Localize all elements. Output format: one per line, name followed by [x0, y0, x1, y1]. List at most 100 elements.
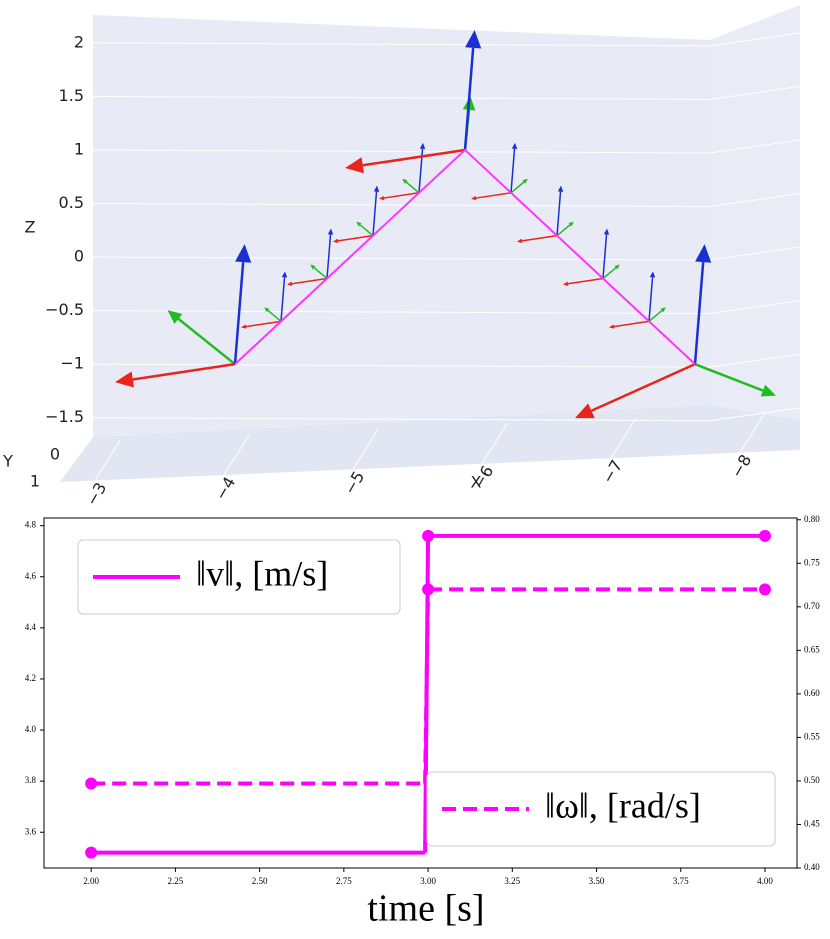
frame-arrowhead — [373, 185, 380, 192]
frame-arrowhead — [356, 221, 362, 227]
frame-arrowhead — [287, 281, 293, 286]
frame-axis — [556, 224, 571, 237]
plot-3d: Z Y X 21.510.50−0.5−1−1.5−3 −4 −5 −6 −7 −801 — [2, 5, 801, 509]
x-tick-label: −3 — [82, 479, 110, 509]
y2-tick-label: 0.55 — [804, 731, 820, 741]
frame-axis — [362, 148, 466, 167]
back-pane — [93, 15, 710, 437]
grid-line — [352, 429, 379, 470]
frame-arrowhead — [327, 228, 334, 235]
frame-axis — [556, 191, 562, 236]
frame-axis — [132, 362, 236, 381]
x-axis-label: X — [471, 473, 482, 492]
frame-arrowhead — [241, 324, 247, 329]
grid-line — [739, 412, 766, 453]
y-tick-label: 4.4 — [25, 622, 37, 632]
frame-axis — [602, 234, 608, 279]
frame-axis — [291, 277, 328, 285]
frame-axis — [372, 191, 378, 236]
frame-arrowhead — [333, 238, 339, 244]
frame-axis — [383, 192, 420, 199]
frame-arrowhead — [575, 403, 595, 419]
x-tick-label: 3.00 — [420, 876, 436, 886]
x-axis-label: time [s] — [367, 888, 484, 930]
z-tick-label: 2 — [74, 32, 84, 51]
frame-axis — [567, 277, 604, 285]
x-tick-label: 3.50 — [589, 876, 605, 886]
grid-line — [92, 32, 801, 47]
frame-axis — [510, 181, 525, 194]
grid-line — [610, 417, 637, 459]
frame-arrowhead — [603, 228, 610, 235]
grid-line — [92, 300, 801, 315]
y2-tick-label: 0.45 — [804, 819, 820, 829]
x-tick-label: 3.75 — [673, 876, 689, 886]
frame-arrowhead — [471, 195, 477, 201]
z-tick-label: −0.5 — [45, 300, 84, 319]
z-tick-label: −1 — [60, 354, 84, 373]
frame-axis — [337, 234, 374, 242]
frame-arrowhead — [609, 324, 615, 329]
frame-arrowhead — [465, 29, 482, 49]
frame-arrowhead — [660, 307, 666, 313]
y-tick-label: 3.8 — [25, 775, 37, 785]
grid-line — [94, 440, 121, 481]
frame-axis — [521, 234, 558, 242]
frame-arrowhead — [235, 244, 252, 263]
x-tick-label: −8 — [727, 451, 755, 481]
y-tick-label: 0 — [50, 445, 60, 464]
frame-axis — [693, 262, 705, 365]
trajectory — [234, 148, 696, 365]
y-tick-label: 4.6 — [25, 571, 37, 581]
frame-arrowhead — [568, 221, 574, 227]
grid-line — [481, 423, 508, 465]
y2-tick-label: 0.50 — [804, 775, 820, 785]
frame-axis — [463, 47, 475, 151]
y-axis-label: Y — [2, 452, 13, 471]
frame-axis — [245, 320, 282, 328]
frame-arrowhead — [115, 371, 135, 388]
frame-axis — [510, 148, 516, 193]
z-tick-label: 0.5 — [59, 193, 84, 212]
frame-axis — [602, 267, 617, 280]
frame-axis — [590, 363, 696, 412]
x-tick-label: 4.00 — [757, 876, 773, 886]
frame-axis — [475, 192, 512, 199]
z-tick-label: 1 — [74, 139, 84, 158]
frame-arrowhead — [281, 271, 288, 278]
frame-axis — [313, 267, 328, 280]
grid-line — [92, 193, 801, 208]
x-tick-label: −7 — [598, 457, 626, 487]
grid-line — [92, 85, 801, 100]
y2-tick-label: 0.80 — [804, 514, 820, 524]
frame-axis — [613, 320, 650, 328]
frame-axis — [280, 277, 286, 322]
frame-arrowhead — [167, 310, 183, 324]
side-pane — [710, 5, 800, 420]
frame-axis — [648, 277, 654, 322]
y2-tick-label: 0.75 — [804, 557, 820, 567]
z-tick-label: 1.5 — [59, 86, 84, 105]
frame-axis — [233, 262, 245, 365]
x-tick-label: −5 — [340, 468, 368, 498]
grid-line — [92, 353, 801, 368]
frame-arrowhead — [379, 195, 385, 201]
frame-arrowhead — [614, 264, 620, 270]
legend-box — [426, 771, 776, 847]
point — [758, 529, 771, 542]
y-tick-label: 4.2 — [25, 673, 36, 683]
z-tick-label: 0 — [74, 247, 84, 266]
x-tick-label: −4 — [211, 473, 239, 503]
plot-2d: time [s] 2.00 2.25 2.50 2.75 3.00 3.25 3.50 3.7… — [25, 514, 821, 930]
frame-arrowhead — [517, 238, 523, 244]
point — [758, 583, 771, 596]
y2-tick-label: 0.65 — [804, 644, 820, 654]
legend-label: ‖v‖, [m/s] — [196, 553, 328, 593]
plot-frame — [43, 517, 798, 869]
y-tick-label: 1 — [30, 472, 40, 491]
y-tick-label: 3.6 — [25, 826, 37, 836]
x-tick-label: 3.25 — [504, 876, 520, 886]
grid-line — [92, 139, 801, 154]
frame-arrowhead — [511, 142, 518, 149]
